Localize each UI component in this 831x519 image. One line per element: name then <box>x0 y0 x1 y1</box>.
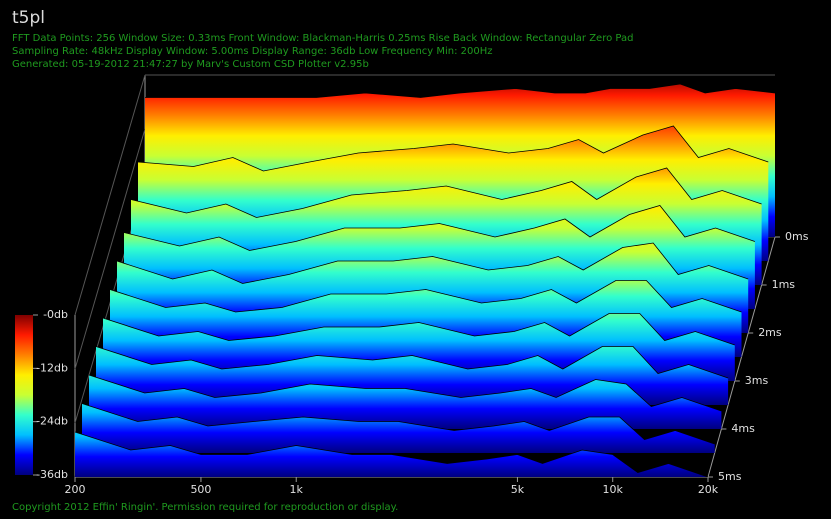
info-line: Sampling Rate: 48kHz Display Window: 5.0… <box>12 46 493 57</box>
slice-fill <box>96 346 729 405</box>
slice <box>74 431 709 478</box>
x-tick-label: 1k <box>290 483 304 496</box>
slice <box>123 205 756 251</box>
slice-fill <box>89 375 722 429</box>
colorbar-tick-label: -0db <box>43 308 68 321</box>
z-tick-label: 1ms <box>772 278 796 291</box>
title: t5pl <box>12 8 45 28</box>
info-line: FFT Data Points: 256 Window Size: 0.33ms… <box>12 33 633 44</box>
z-tick-label: 0ms <box>785 230 809 243</box>
z-tick-label: 3ms <box>745 374 769 387</box>
slice <box>145 83 776 98</box>
colorbar-tick-label: -24db <box>36 415 68 428</box>
colorbar <box>15 315 33 475</box>
z-tick-label: 5ms <box>718 470 742 483</box>
x-tick-label: 10k <box>603 483 624 496</box>
slice <box>137 125 769 172</box>
slice <box>95 346 729 379</box>
z-tick-label: 2ms <box>758 326 782 339</box>
copyright: Copyright 2012 Effin' Ringin'. Permissio… <box>12 502 398 513</box>
slice <box>130 167 762 218</box>
slice <box>88 374 722 412</box>
colorbar-tick-label: -36db <box>36 468 68 481</box>
info-line: Generated: 05-19-2012 21:47:27 by Marv's… <box>12 59 369 70</box>
colorbar-tick-label: -12db <box>36 361 68 374</box>
slice <box>102 313 735 346</box>
slice <box>109 280 742 313</box>
x-tick-label: 5k <box>511 483 525 496</box>
x-tick-label: 200 <box>65 483 86 496</box>
slice <box>116 242 749 284</box>
x-tick-label: 20k <box>698 483 719 496</box>
z-tick-label: 4ms <box>731 422 755 435</box>
grid-line <box>74 74 146 316</box>
slice-fill <box>82 403 715 453</box>
x-tick-label: 500 <box>190 483 211 496</box>
grid-line <box>74 128 146 370</box>
slice <box>81 403 715 445</box>
waterfall <box>74 83 776 478</box>
